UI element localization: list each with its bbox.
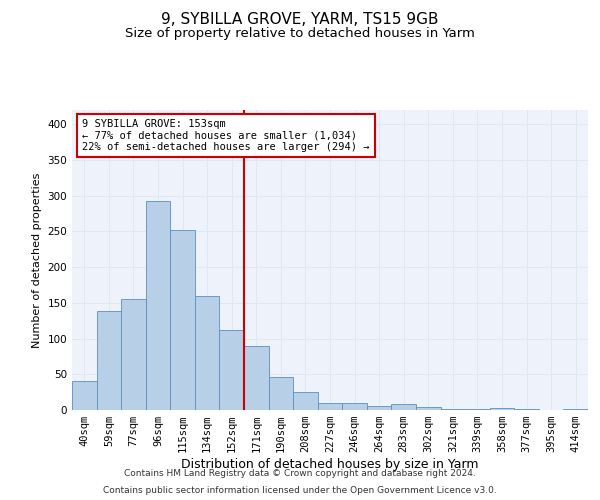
- Bar: [72, 382, 97, 410]
- Y-axis label: Number of detached properties: Number of detached properties: [32, 172, 42, 348]
- Bar: [563, 408, 588, 410]
- X-axis label: Distribution of detached houses by size in Yarm: Distribution of detached houses by size …: [181, 458, 479, 471]
- Bar: [170, 230, 195, 410]
- Bar: [121, 300, 146, 410]
- Text: Contains HM Land Registry data © Crown copyright and database right 2024.: Contains HM Land Registry data © Crown c…: [124, 468, 476, 477]
- Bar: [342, 403, 367, 410]
- Bar: [220, 330, 244, 410]
- Bar: [244, 346, 269, 410]
- Bar: [269, 377, 293, 410]
- Text: 9, SYBILLA GROVE, YARM, TS15 9GB: 9, SYBILLA GROVE, YARM, TS15 9GB: [161, 12, 439, 28]
- Bar: [146, 200, 170, 410]
- Bar: [293, 392, 318, 410]
- Bar: [195, 296, 220, 410]
- Bar: [465, 408, 490, 410]
- Bar: [97, 312, 121, 410]
- Text: 9 SYBILLA GROVE: 153sqm
← 77% of detached houses are smaller (1,034)
22% of semi: 9 SYBILLA GROVE: 153sqm ← 77% of detache…: [82, 119, 370, 152]
- Bar: [514, 408, 539, 410]
- Text: Contains public sector information licensed under the Open Government Licence v3: Contains public sector information licen…: [103, 486, 497, 495]
- Bar: [367, 406, 391, 410]
- Bar: [440, 408, 465, 410]
- Bar: [391, 404, 416, 410]
- Bar: [490, 408, 514, 410]
- Text: Size of property relative to detached houses in Yarm: Size of property relative to detached ho…: [125, 28, 475, 40]
- Bar: [318, 403, 342, 410]
- Bar: [416, 407, 440, 410]
